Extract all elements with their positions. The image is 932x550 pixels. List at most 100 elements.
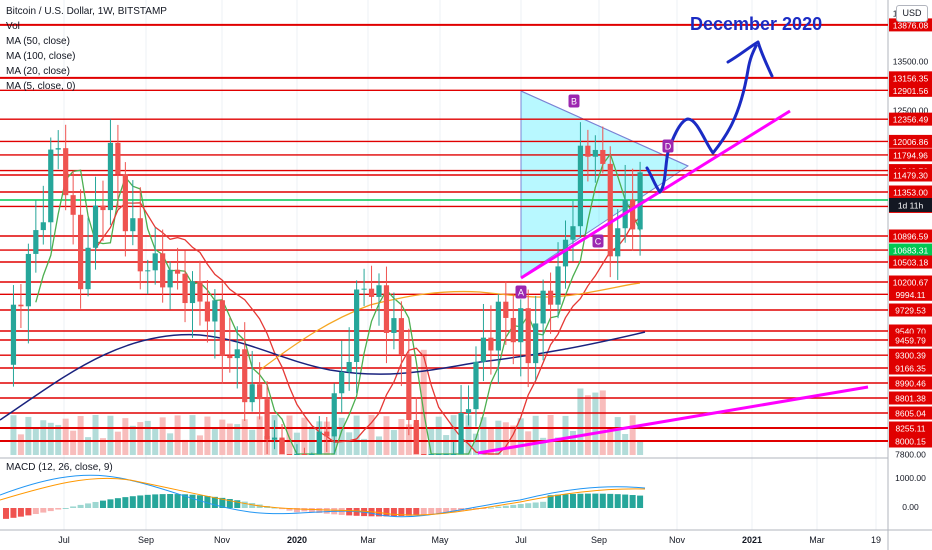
volume-bar [25,416,32,455]
macd-histogram-bar [182,494,189,508]
price-axis-label: 10896.59 [893,232,929,242]
candle-body [577,145,584,227]
macd-line [0,474,646,518]
macd-histogram-bar [271,507,278,509]
macd-histogram-bar [547,495,554,508]
ma20-label[interactable]: MA (20, close) [6,66,70,77]
price-axis: 14000.0013876.0813500.0013156.3512901.56… [889,6,932,512]
volume-bar [10,415,17,455]
volume-bar [405,424,412,455]
price-label-bg [889,243,932,257]
volume-bar [502,422,509,455]
candlesticks [10,119,643,455]
price-label-bg [889,168,932,182]
candle-body [212,300,218,322]
macd-histogram-bar [10,508,17,518]
price-axis-label: 9300.39 [895,351,926,361]
candle-body [525,308,531,364]
price-axis-label: 11794.96 [893,150,928,160]
candle-body [257,384,263,400]
macd-histogram-bar [420,508,427,515]
candle-body [600,149,606,164]
macd-histogram-bar [390,508,397,517]
volume-bar [517,418,524,455]
ma20-line [94,202,641,455]
volume-bar [256,416,263,455]
macd-histogram-bar [85,503,92,508]
price-label-bg [889,421,932,435]
ma50-label[interactable]: MA (50, close) [6,36,70,47]
macd-histogram-bar [577,493,584,508]
candle-body [249,384,255,403]
volume-bar [159,417,166,455]
candle-body [174,269,181,274]
candle-body [324,431,330,437]
price-label-bg [889,275,932,289]
volume-bar [361,438,368,455]
volume-bar [40,420,47,455]
price-label-bg [889,134,932,148]
candle-body [488,337,494,351]
macd-histogram-bar [487,507,494,509]
macd-histogram-bar [308,508,315,513]
price-label-bg [889,54,932,68]
macd-label[interactable]: MACD (12, 26, close, 9) [6,462,113,473]
price-axis-label: 11479.30 [893,171,928,181]
pattern-point-label: C [595,237,602,247]
volume-bar [196,435,203,455]
volume-bar [353,415,360,455]
price-axis-label: 12500.00 [893,106,929,116]
macd-histogram-bar [465,508,472,511]
candle-body [25,253,31,307]
price-label-bg [889,185,932,199]
candle-body [70,195,76,215]
candle-body [219,300,225,356]
candle-body [152,253,158,271]
macd-histogram-bar [234,500,241,508]
price-axis-label: 8605.04 [895,409,926,419]
volume-bar [577,388,584,455]
price-axis-label: 10503.18 [893,258,929,268]
ma5-label[interactable]: MA (5, close, 0) [6,81,76,92]
macd-histogram-bar [562,494,569,508]
candle-body [376,285,382,297]
macd-histogram-bar [637,495,644,508]
macd-histogram-bar [346,508,353,516]
candle-body [10,304,17,365]
volume-bar [144,420,151,455]
volume-bar [637,440,644,455]
triangle-support-line [520,109,791,280]
macd-histogram-bar [159,494,166,508]
macd-histogram-bar [211,496,218,508]
candle-body [122,174,128,232]
candle-body [137,218,143,272]
volume-bar [17,434,24,455]
volume-bar [226,423,233,455]
macd-histogram-bar [502,505,509,508]
volume-bar [592,392,599,455]
candle-body [398,318,404,356]
volume-bar [599,390,606,455]
price-axis-label: 9540.70 [895,327,926,337]
macd-histogram-bar [584,493,591,508]
volume-bar [398,419,405,455]
volume-bar [174,415,181,455]
ma100-label[interactable]: MA (100, close) [6,51,76,62]
vol-indicator-label[interactable]: Vol [6,21,20,32]
currency-button[interactable]: USD [896,5,928,22]
volume-bar [137,422,144,455]
symbol-title[interactable]: Bitcoin / U.S. Dollar, 1W, BITSTAMP [6,6,167,17]
macd-histogram-bar [435,508,442,514]
candle-body [615,228,621,257]
macd-histogram-bar [77,504,84,508]
price-label-bg [889,255,932,269]
price-axis-label: 10683.31 [893,246,929,256]
macd-histogram-bar [629,495,636,508]
candle-body [555,266,561,305]
volume-bar [189,415,196,455]
candle-body [451,454,457,455]
candle-body [436,454,442,455]
time-axis-label: Mar [809,535,825,545]
macd-histogram-bar [241,501,248,508]
